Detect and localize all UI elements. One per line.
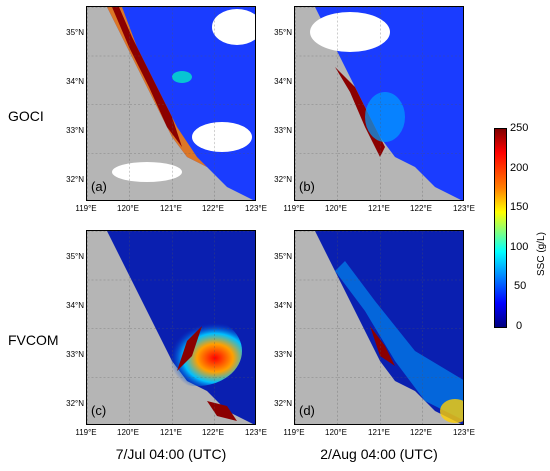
lat-tick: 33°N [274, 350, 292, 359]
lon-tick: 122°E [410, 428, 432, 437]
colorbar-tick: 250 [510, 122, 529, 134]
colorbar-tick: 0 [516, 320, 523, 332]
lat-tick: 35°N [66, 28, 84, 37]
lon-tick: 120°E [325, 204, 347, 213]
map-panel-b: (b) [294, 6, 464, 201]
colorbar-tick: 200 [510, 162, 529, 174]
lat-tick: 32°N [274, 175, 292, 184]
lat-tick: 32°N [66, 399, 84, 408]
lat-tick: 32°N [66, 175, 84, 184]
lat-tick: 35°N [274, 252, 292, 261]
lat-tick: 34°N [274, 301, 292, 310]
lon-tick: 121°E [160, 428, 182, 437]
map-panel-c: (c) [86, 230, 256, 425]
colorbar-title: SSC (g/L) [536, 232, 547, 276]
map-panel-d: (d) [294, 230, 464, 425]
lon-tick: 119°E [75, 428, 97, 437]
lat-tick: 34°N [274, 77, 292, 86]
lat-tick: 34°N [66, 301, 84, 310]
lon-tick: 123°E [453, 428, 475, 437]
row-label-fvcom: FVCOM [8, 332, 59, 348]
panel-label-b: (b) [299, 179, 315, 194]
lon-tick: 119°E [75, 204, 97, 213]
lon-tick: 123°E [453, 204, 475, 213]
lon-tick: 122°E [202, 428, 224, 437]
colorbar-tick: 100 [510, 241, 529, 253]
lon-tick: 121°E [368, 204, 390, 213]
lat-tick: 35°N [274, 28, 292, 37]
row-label-goci: GOCI [8, 108, 44, 124]
lat-tick: 32°N [274, 399, 292, 408]
lon-tick: 122°E [410, 204, 432, 213]
lat-tick: 33°N [66, 126, 84, 135]
caption-jul: 7/Jul 04:00 (UTC) [115, 446, 227, 462]
colorbar [494, 128, 507, 328]
panel-label-d: (d) [299, 403, 315, 418]
lat-tick: 34°N [66, 77, 84, 86]
lat-tick: 33°N [66, 350, 84, 359]
lon-tick: 120°E [325, 428, 347, 437]
lon-tick: 121°E [160, 204, 182, 213]
lon-tick: 123°E [245, 428, 267, 437]
lon-tick: 123°E [245, 204, 267, 213]
lat-tick: 35°N [66, 252, 84, 261]
lon-tick: 119°E [283, 428, 305, 437]
panel-label-a: (a) [91, 179, 107, 194]
panel-label-c: (c) [91, 403, 107, 418]
lon-tick: 120°E [117, 204, 139, 213]
map-panel-a: (a) [86, 6, 256, 201]
lon-tick: 122°E [202, 204, 224, 213]
lon-tick: 121°E [368, 428, 390, 437]
colorbar-tick: 150 [510, 201, 529, 213]
caption-aug: 2/Aug 04:00 (UTC) [320, 446, 438, 462]
lon-tick: 120°E [117, 428, 139, 437]
lon-tick: 119°E [283, 204, 305, 213]
lat-tick: 33°N [274, 126, 292, 135]
colorbar-tick: 50 [514, 280, 527, 292]
